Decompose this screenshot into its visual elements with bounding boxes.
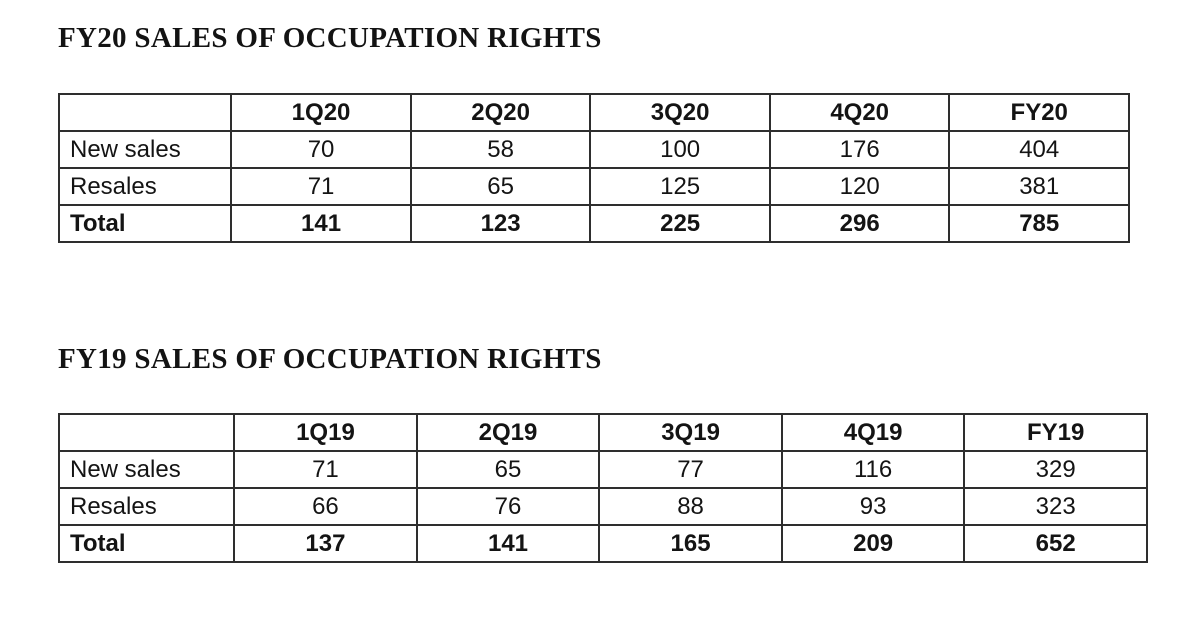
row-label: Resales: [57, 167, 233, 206]
column-header: 4Q20: [768, 93, 951, 132]
column-header: FY20: [948, 93, 1130, 132]
table-total-row: Total 141 123 225 296 785: [57, 204, 1130, 243]
cell-value: 120: [768, 167, 951, 206]
row-label: Resales: [57, 487, 236, 526]
cell-value: 137: [233, 524, 418, 563]
cell-value: 329: [963, 450, 1148, 489]
cell-value: 100: [589, 130, 771, 169]
cell-value: 71: [230, 167, 412, 206]
corner-cell: [57, 93, 233, 132]
cell-value: 209: [780, 524, 966, 563]
row-label: New sales: [57, 130, 233, 169]
column-header: 3Q19: [598, 413, 783, 452]
cell-value: 70: [230, 130, 412, 169]
cell-value: 93: [780, 487, 966, 526]
cell-value: 123: [409, 204, 592, 243]
cell-value: 323: [963, 487, 1148, 526]
column-header: 1Q20: [230, 93, 412, 132]
row-label: New sales: [57, 450, 236, 489]
cell-value: 88: [598, 487, 783, 526]
cell-value: 176: [768, 130, 951, 169]
cell-value: 381: [948, 167, 1130, 206]
cell-value: 76: [415, 487, 601, 526]
column-header: 4Q19: [780, 413, 966, 452]
table-header-row: 1Q20 2Q20 3Q20 4Q20 FY20: [57, 93, 1130, 132]
row-label: Total: [57, 204, 233, 243]
column-header: FY19: [963, 413, 1148, 452]
cell-value: 66: [233, 487, 418, 526]
cell-value: 65: [409, 167, 592, 206]
fy20-section-title: FY20 SALES OF OCCUPATION RIGHTS: [58, 22, 602, 54]
table-row: Resales 71 65 125 120 381: [57, 167, 1130, 206]
cell-value: 65: [415, 450, 601, 489]
cell-value: 652: [963, 524, 1148, 563]
column-header: 2Q19: [415, 413, 601, 452]
column-header: 1Q19: [233, 413, 418, 452]
row-label: Total: [57, 524, 236, 563]
cell-value: 71: [233, 450, 418, 489]
cell-value: 116: [780, 450, 966, 489]
cell-value: 404: [948, 130, 1130, 169]
cell-value: 225: [589, 204, 771, 243]
fy19-sales-table: 1Q19 2Q19 3Q19 4Q19 FY19 New sales 71 65…: [57, 413, 1148, 563]
column-header: 3Q20: [589, 93, 771, 132]
fy19-section-title: FY19 SALES OF OCCUPATION RIGHTS: [58, 343, 602, 375]
cell-value: 141: [230, 204, 412, 243]
table-row: New sales 71 65 77 116 329: [57, 450, 1148, 489]
fy20-sales-table: 1Q20 2Q20 3Q20 4Q20 FY20 New sales 70 58…: [57, 93, 1130, 243]
cell-value: 785: [948, 204, 1130, 243]
column-header: 2Q20: [409, 93, 592, 132]
table-row: New sales 70 58 100 176 404: [57, 130, 1130, 169]
cell-value: 296: [768, 204, 951, 243]
corner-cell: [57, 413, 236, 452]
cell-value: 77: [598, 450, 783, 489]
cell-value: 165: [598, 524, 783, 563]
cell-value: 58: [409, 130, 592, 169]
table-row: Resales 66 76 88 93 323: [57, 487, 1148, 526]
cell-value: 141: [415, 524, 601, 563]
table-total-row: Total 137 141 165 209 652: [57, 524, 1148, 563]
table-header-row: 1Q19 2Q19 3Q19 4Q19 FY19: [57, 413, 1148, 452]
cell-value: 125: [589, 167, 771, 206]
